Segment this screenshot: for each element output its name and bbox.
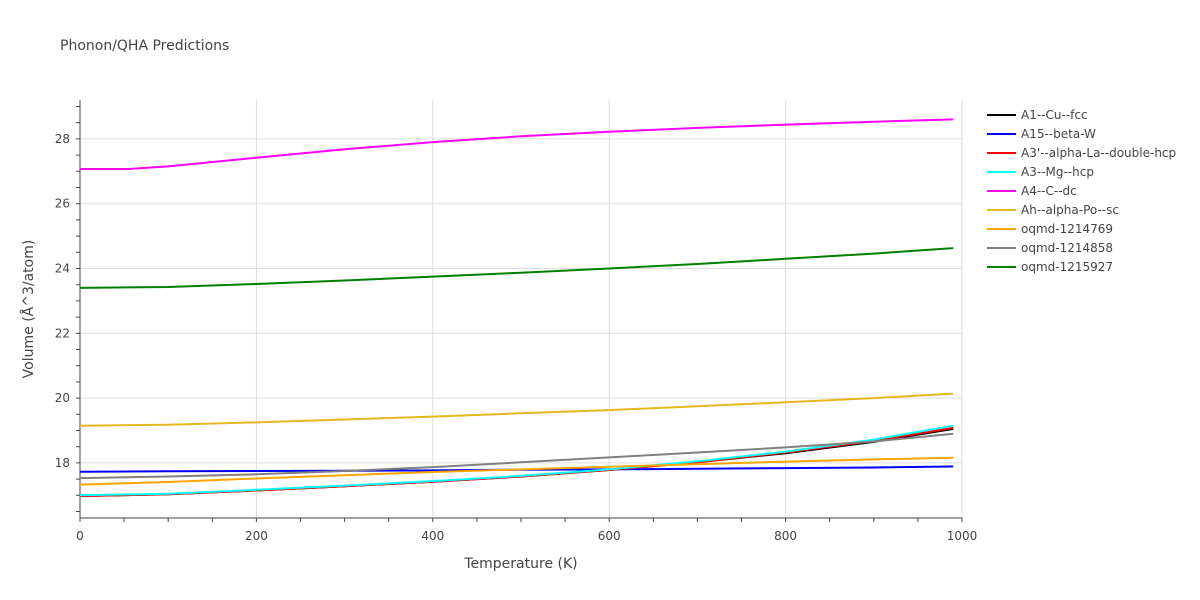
series-line-6	[79, 392, 954, 427]
series-line-5	[80, 118, 954, 170]
plot-area	[79, 118, 954, 497]
legend-label: oqmd-1214858	[1021, 241, 1113, 255]
y-tick-label: 22	[55, 326, 70, 340]
legend-item[interactable]: A3'--alpha-La--double-hcp	[987, 146, 1176, 160]
y-tick-label: 26	[55, 197, 70, 211]
series-line-8	[79, 432, 954, 480]
legend: A1--Cu--fcc A15--beta-W A3'--alpha-La--dou…	[987, 108, 1176, 274]
legend-label: oqmd-1215927	[1021, 260, 1113, 274]
y-axis-title: Volume (Å^3/atom)	[20, 240, 37, 379]
x-tick-label: 600	[598, 529, 621, 543]
x-tick-label: 1000	[947, 529, 978, 543]
legend-label: A15--beta-W	[1021, 127, 1096, 141]
legend-item[interactable]: oqmd-1214858	[987, 241, 1113, 255]
legend-item[interactable]: A4--C--dc	[987, 184, 1077, 198]
series-line-4	[79, 424, 954, 497]
y-tick-label: 18	[55, 456, 70, 470]
y-tick-label: 24	[55, 261, 70, 275]
y-tick-label: 20	[55, 391, 70, 405]
legend-label: oqmd-1214769	[1021, 222, 1113, 236]
legend-item[interactable]: Ah--alpha-Po--sc	[987, 203, 1119, 217]
legend-label: A1--Cu--fcc	[1021, 108, 1088, 122]
series-line-7	[79, 456, 954, 486]
x-axis-title: Temperature (K)	[463, 556, 577, 572]
series-line-9	[79, 247, 954, 289]
legend-item[interactable]: A15--beta-W	[987, 127, 1096, 141]
x-tick-label: 800	[774, 529, 797, 543]
legend-item[interactable]: A1--Cu--fcc	[987, 108, 1088, 122]
chart-title: Phonon/QHA Predictions	[60, 38, 229, 54]
x-tick-label: 400	[421, 529, 444, 543]
legend-label: Ah--alpha-Po--sc	[1021, 203, 1119, 217]
legend-item[interactable]: oqmd-1214769	[987, 222, 1113, 236]
legend-label: A4--C--dc	[1021, 184, 1077, 198]
y-tick-label: 28	[55, 132, 70, 146]
x-tick-label: 200	[245, 529, 268, 543]
legend-label: A3--Mg--hcp	[1021, 165, 1094, 179]
legend-label: A3'--alpha-La--double-hcp	[1021, 146, 1176, 160]
legend-item[interactable]: oqmd-1215927	[987, 260, 1113, 274]
x-tick-label: 0	[76, 529, 84, 543]
legend-item[interactable]: A3--Mg--hcp	[987, 165, 1094, 179]
